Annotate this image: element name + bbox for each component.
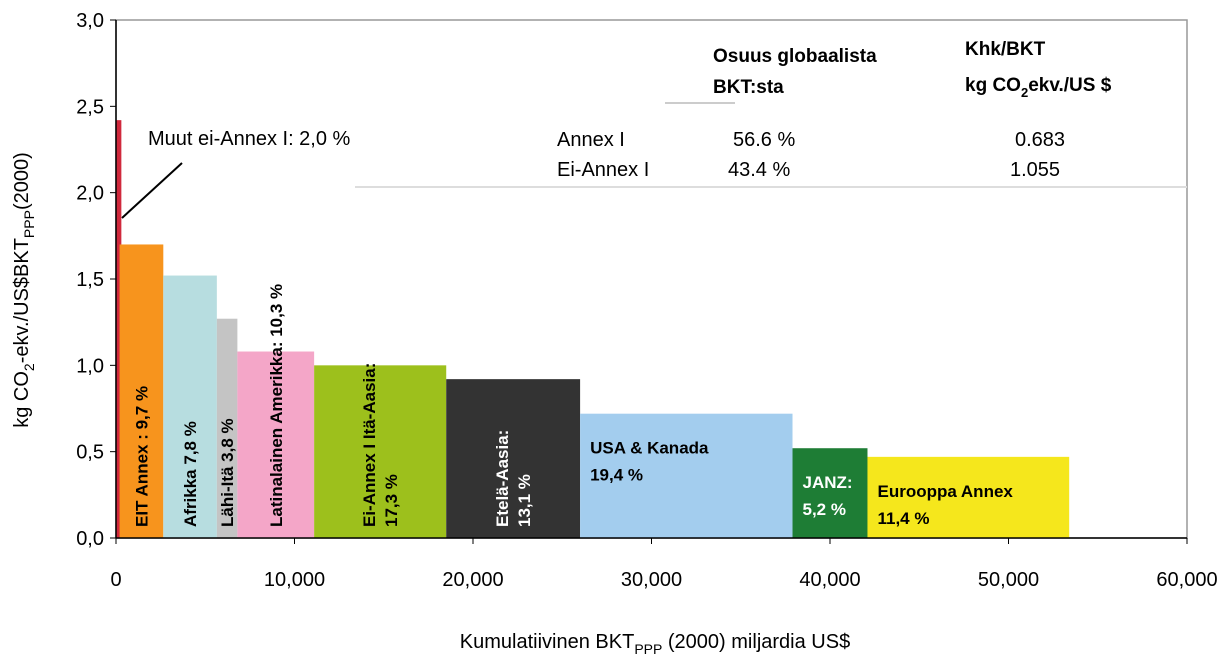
table-cell: Annex I (557, 129, 625, 151)
y-tick-label: 0,0 (76, 528, 104, 550)
y-tick-label: 2,5 (76, 96, 104, 118)
bar-label: Etelä-Aasia: (493, 430, 512, 527)
label-part: (2000) miljardia US$ (662, 631, 850, 653)
x-tick-label: 50,000 (978, 569, 1039, 591)
bar-label: Ei-Annex I Itä-Aasia: (360, 363, 379, 527)
bar (314, 365, 447, 538)
bar (580, 413, 793, 538)
y-tick-label: 0,5 (76, 442, 104, 464)
label-part: Kumulatiivinen BKT (460, 631, 635, 653)
y-tick-label: 3,0 (76, 10, 104, 32)
bar-label: 11,4 % (877, 509, 929, 528)
table-header: BKT:sta (713, 77, 784, 98)
label-sub: 2 (21, 363, 37, 371)
bar-label: EIT Annex : 9,7 % (132, 386, 151, 527)
table-cell: 0.683 (1015, 129, 1065, 151)
x-tick-label: 30,000 (621, 569, 682, 591)
bar-label: Eurooppa Annex (877, 482, 1013, 501)
label-part: (2000) (11, 152, 33, 210)
y-tick-label: 1,0 (76, 355, 104, 377)
bar (867, 456, 1070, 538)
bar-label: Latinalainen Amerikka: 10,3 % (267, 284, 286, 527)
x-tick-label: 40,000 (799, 569, 860, 591)
table-header: Osuus globaalista (713, 46, 877, 67)
bar-label: 17,3 % (382, 474, 401, 527)
bar-label: JANZ: (803, 473, 853, 492)
x-tick-label: 20,000 (442, 569, 503, 591)
bar-label: Lähi-Itä 3,8 % (218, 418, 237, 527)
bar-label: 5,2 % (803, 500, 846, 519)
header-part: ekv./US $ (1028, 75, 1112, 96)
bar (116, 120, 122, 538)
x-tick-label: 0 (110, 569, 121, 591)
bar (446, 379, 581, 538)
table-cell: Ei-Annex I (557, 159, 649, 181)
bar-label: Afrikka 7,8 % (181, 421, 200, 527)
header-part: kg CO (965, 75, 1021, 96)
bar-label: 13,1 % (515, 474, 534, 527)
bar (216, 318, 238, 538)
bar (792, 448, 868, 538)
label-sub: PPP (21, 210, 37, 238)
label-part: -ekv./US$BKT (11, 238, 33, 363)
table-header: Khk/BKT (965, 39, 1046, 60)
table-cell: 56.6 % (733, 129, 795, 151)
bar (119, 244, 164, 538)
annotation: Muut ei-Annex I: 2,0 % (148, 128, 351, 150)
x-tick-label: 60,000 (1156, 569, 1217, 591)
header-sub: 2 (1021, 85, 1028, 100)
y-tick-label: 2,0 (76, 183, 104, 205)
label-sub: PPP (634, 641, 662, 655)
bar-label: 19,4 % (590, 466, 643, 485)
y-axis-label: kg CO2-ekv./US$BKTPPP(2000) (11, 152, 37, 428)
table-header: kg CO2ekv./US $ (965, 75, 1112, 100)
y-tick-label: 1,5 (76, 269, 104, 291)
table-cell: 43.4 % (728, 159, 790, 181)
x-axis-label: Kumulatiivinen BKTPPP (2000) miljardia U… (460, 631, 850, 655)
x-tick-label: 10,000 (264, 569, 325, 591)
bar (163, 275, 217, 538)
table-cell: 1.055 (1010, 159, 1060, 181)
bar-label: USA & Kanada (590, 439, 709, 458)
bar (237, 351, 315, 538)
annotation-line (121, 162, 183, 219)
label-part: kg CO (11, 371, 33, 428)
